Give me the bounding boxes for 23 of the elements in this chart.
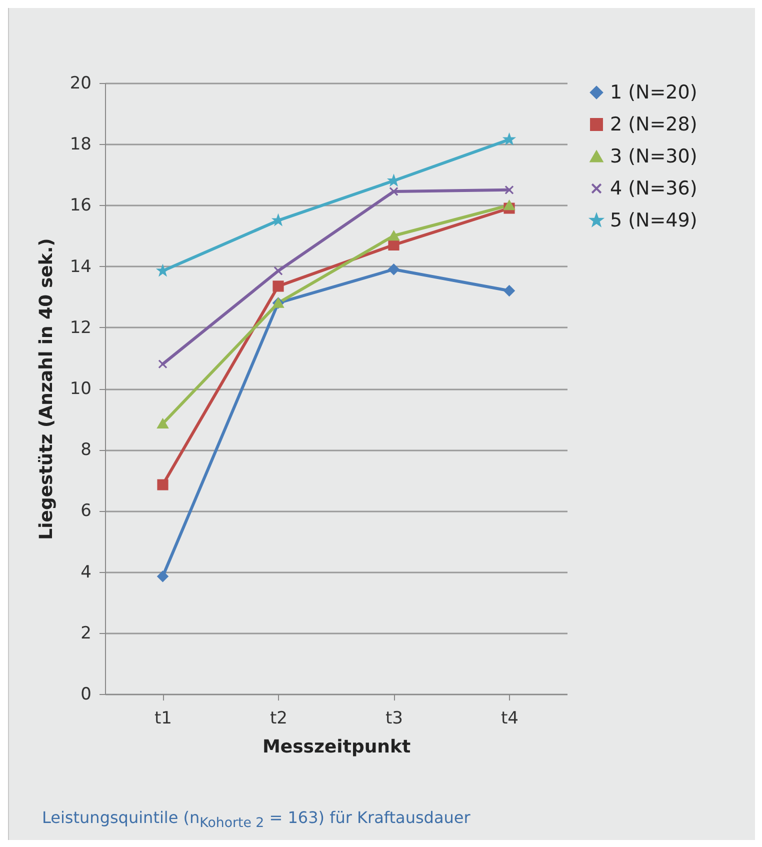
x-tick-label: t4 xyxy=(501,708,518,728)
legend-label: 2 (N=28) xyxy=(610,114,698,136)
y-axis-title: Liegestütz (Anzahl in 40 sek.) xyxy=(36,238,57,540)
y-tick-label: 16 xyxy=(70,196,92,216)
legend-label: 4 (N=36) xyxy=(610,178,698,200)
y-tick-label: 12 xyxy=(70,318,92,338)
y-tick-label: 6 xyxy=(80,501,92,522)
y-tick-label: 0 xyxy=(80,684,92,704)
x-axis-title: Messzeitpunkt xyxy=(262,736,411,758)
y-tick-label: 10 xyxy=(70,379,92,399)
y-tick-label: 14 xyxy=(70,256,92,277)
legend-label: 1 (N=20) xyxy=(610,82,698,104)
x-tick-label: t1 xyxy=(154,708,172,728)
legend-label: 5 (N=49) xyxy=(610,210,698,232)
text: Leistungsquintile (n$_{Kohorte 2}$ = 163) für Kraftausdauer xyxy=(42,808,470,832)
y-tick-label: 2 xyxy=(80,623,92,644)
x-tick-label: t2 xyxy=(270,708,288,728)
x-tick-label: t3 xyxy=(386,708,403,728)
y-tick-label: 8 xyxy=(80,440,92,460)
y-tick-label: 20 xyxy=(70,74,92,94)
legend-label: 3 (N=30) xyxy=(610,146,698,168)
y-tick-label: 18 xyxy=(70,134,92,155)
y-tick-label: 4 xyxy=(80,562,92,582)
